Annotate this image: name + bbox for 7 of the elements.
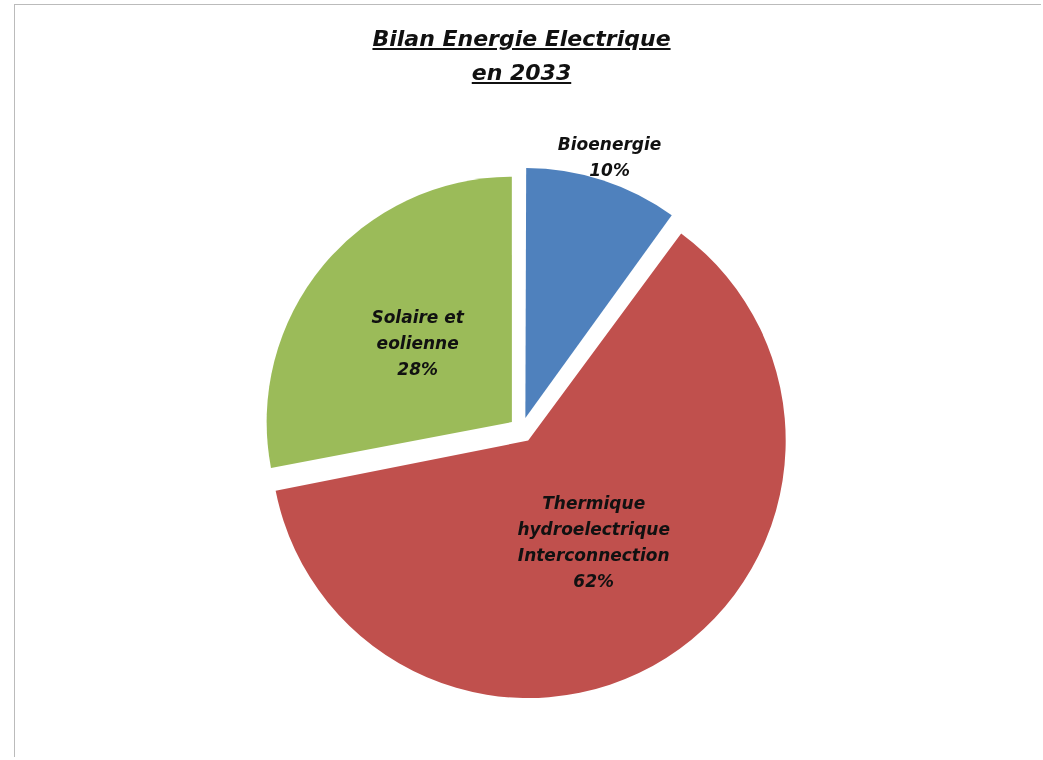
chart-title: Bilan Energie Electrique en 2033 <box>371 25 672 87</box>
data-label: 62% <box>573 571 615 592</box>
data-label: 28% <box>397 358 439 379</box>
slice-label: Thermique hydroelectrique Interconnection <box>517 493 670 566</box>
slice-label: Solaire et eolienne <box>371 306 465 353</box>
data-label: 10% <box>589 160 630 181</box>
slice-label: Bioenergie <box>557 134 662 155</box>
